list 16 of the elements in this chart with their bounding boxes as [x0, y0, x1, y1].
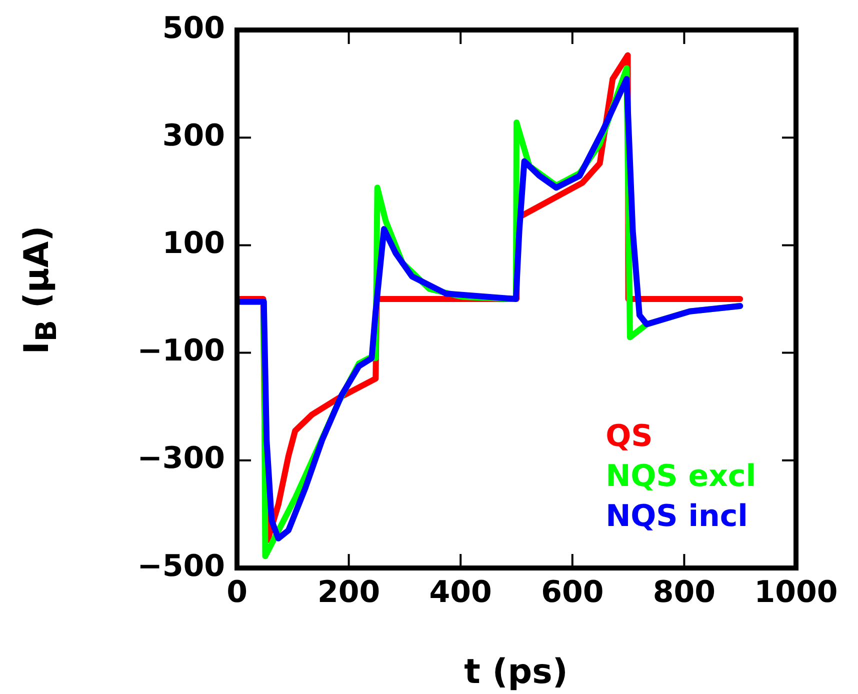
x-tick-label: 0 — [226, 574, 248, 610]
text: NQS excl — [606, 458, 756, 494]
text: NQS incl — [606, 498, 748, 534]
y-tick-label: −300 — [137, 441, 225, 476]
y-tick-label: 100 — [162, 226, 225, 261]
x-tick-label: 800 — [652, 574, 716, 610]
x-tick-label: 200 — [317, 574, 380, 610]
x-axis-title: t (ps) — [464, 652, 568, 692]
y-tick-label: 300 — [162, 118, 225, 154]
y-tick-label: −500 — [137, 548, 225, 584]
x-tick-label: 1000 — [754, 574, 838, 610]
x-tick-label: 600 — [541, 574, 604, 610]
y-tick-label: −100 — [137, 334, 225, 369]
text: QS — [606, 418, 653, 454]
y-tick-label: 500 — [162, 10, 225, 46]
x-tick-label: 400 — [429, 574, 492, 610]
